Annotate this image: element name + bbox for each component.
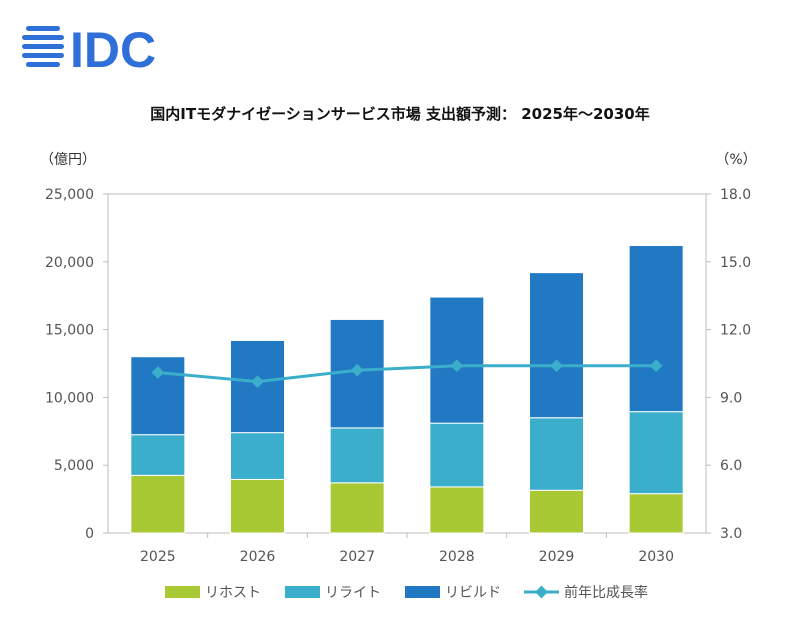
bar-segment-1	[329, 427, 385, 484]
legend: リホスト リライト リビルド 前年比成長率	[165, 584, 648, 601]
logo-text: IDC	[70, 22, 156, 74]
bar-segment-2	[230, 339, 285, 434]
x-tick-label: 2028	[439, 549, 475, 565]
left-axis: 0 5,000 10,000 15,000 20,000 25,000	[45, 187, 108, 542]
growth-line-point	[350, 363, 364, 377]
right-tick-label: 9.0	[720, 390, 742, 406]
bar-segment-1	[529, 417, 584, 491]
bar-segment-1	[230, 432, 285, 480]
right-tick-label: 3.0	[720, 526, 742, 542]
left-tick-label: 25,000	[45, 187, 94, 203]
bar-segment-0	[230, 478, 285, 534]
left-axis-unit: （億円）	[40, 152, 96, 168]
plot-frame	[107, 193, 707, 534]
bar-segment-1	[130, 434, 186, 476]
right-tick-label: 12.0	[720, 323, 751, 339]
bar-segment-0	[429, 486, 485, 534]
legend-label: リライト	[325, 585, 381, 601]
x-axis: 2025 2026 2027 2028 2029 2030	[140, 533, 674, 565]
bar-segment-1	[628, 411, 684, 495]
left-tick-label: 15,000	[45, 323, 94, 339]
x-tick-label: 2026	[240, 549, 276, 565]
bar-segment-0	[329, 482, 385, 534]
bar-segment-1	[429, 422, 485, 488]
legend-swatch	[285, 586, 320, 598]
right-tick-label: 15.0	[720, 255, 751, 271]
chart-title: 国内ITモダナイゼーションサービス市場 支出額予測： 2025年～2030年	[150, 105, 649, 123]
legend-swatch	[165, 586, 200, 598]
bar-segment-0	[628, 493, 684, 534]
x-tick-label: 2029	[539, 549, 575, 565]
left-tick-label: 20,000	[45, 255, 94, 271]
right-tick-label: 6.0	[720, 458, 742, 474]
legend-label: リビルド	[445, 585, 501, 601]
right-axis-unit: （%）	[715, 152, 756, 168]
idc-logo: IDC	[22, 22, 156, 74]
bar-segment-0	[130, 474, 186, 534]
bars	[130, 245, 684, 534]
left-tick-label: 10,000	[45, 390, 94, 406]
left-tick-label: 5,000	[54, 458, 94, 474]
legend-swatch	[405, 586, 440, 598]
growth-line-point	[251, 375, 264, 388]
right-axis: 3.0 6.0 9.0 12.0 15.0 18.0	[706, 187, 751, 542]
legend-label: リホスト	[205, 585, 261, 601]
bar-segment-0	[529, 489, 584, 534]
logo-globe-icon	[22, 26, 64, 67]
growth-line	[151, 359, 663, 388]
x-tick-label: 2027	[339, 549, 375, 565]
right-tick-label: 18.0	[720, 187, 751, 203]
bar-segment-2	[628, 245, 684, 413]
bar-segment-2	[529, 272, 584, 419]
x-tick-label: 2030	[638, 549, 674, 565]
growth-line-point	[450, 359, 464, 373]
legend-marker	[535, 585, 548, 599]
x-tick-label: 2025	[140, 549, 176, 565]
growth-line-point	[151, 366, 165, 379]
legend-label: 前年比成長率	[564, 584, 648, 601]
growth-line-path	[157, 364, 657, 384]
left-tick-label: 0	[85, 526, 94, 542]
